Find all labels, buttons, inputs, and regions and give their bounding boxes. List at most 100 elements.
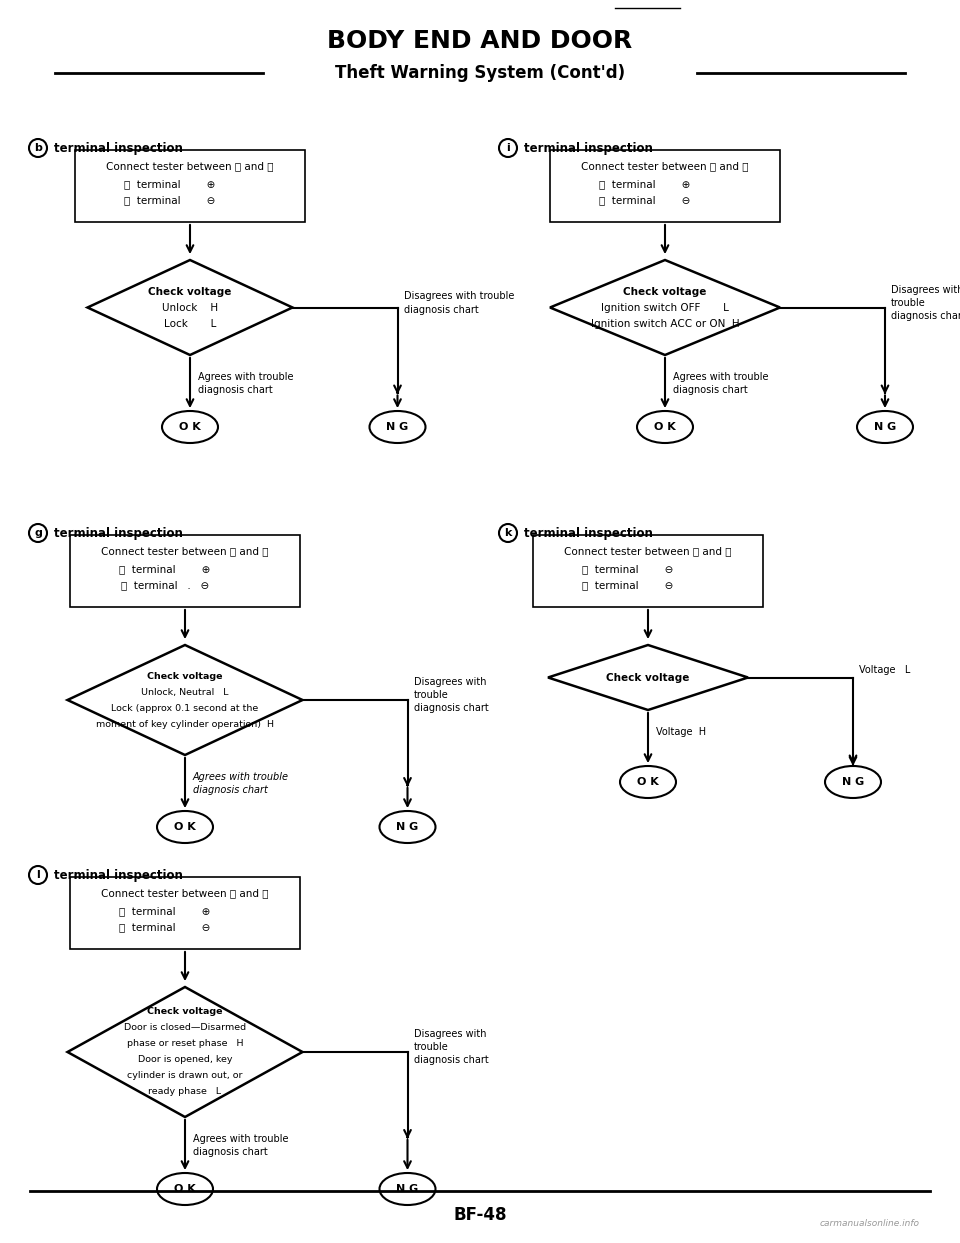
Text: Door is closed—Disarmed: Door is closed—Disarmed [124,1023,246,1033]
Text: k: k [504,528,512,538]
Circle shape [499,525,517,542]
Text: Check voltage: Check voltage [147,1008,223,1017]
Polygon shape [87,260,293,355]
Text: Connect tester between ⓘ and ⓐ: Connect tester between ⓘ and ⓐ [581,162,749,172]
Text: diagnosis chart: diagnosis chart [414,704,489,713]
Text: N G: N G [396,1185,419,1195]
Text: O K: O K [637,777,659,787]
Text: ⓑ  terminal        ⊕: ⓑ terminal ⊕ [124,179,216,189]
Text: Connect tester between ⓑ and ⓐ: Connect tester between ⓑ and ⓐ [107,162,274,172]
Text: Check voltage: Check voltage [147,671,223,680]
Polygon shape [548,645,748,710]
Text: O K: O K [174,1185,196,1195]
Text: terminal inspection: terminal inspection [54,869,182,881]
Text: phase or reset phase   H: phase or reset phase H [127,1039,243,1049]
Ellipse shape [637,411,693,443]
Text: terminal inspection: terminal inspection [524,527,653,539]
Text: Connect tester between ⓖ and ⓐ: Connect tester between ⓖ and ⓐ [101,546,269,556]
Text: diagnosis chart: diagnosis chart [198,385,273,395]
Text: Check voltage: Check voltage [148,286,231,297]
FancyBboxPatch shape [533,534,763,607]
Text: Ignition switch OFF       L: Ignition switch OFF L [601,302,729,312]
Text: ⓚ  terminal        ⊖: ⓚ terminal ⊖ [583,564,674,574]
Text: Unlock    H: Unlock H [162,302,218,312]
Text: ready phase   L: ready phase L [149,1088,222,1096]
FancyBboxPatch shape [70,878,300,948]
Text: b: b [34,143,42,153]
Polygon shape [550,260,780,355]
Circle shape [29,139,47,157]
FancyBboxPatch shape [550,150,780,222]
Text: N G: N G [386,423,409,433]
Circle shape [29,525,47,542]
Text: trouble: trouble [891,297,925,307]
Text: BF-48: BF-48 [453,1206,507,1224]
Text: ⓘ  terminal        ⊕: ⓘ terminal ⊕ [599,179,690,189]
Text: Voltage  H: Voltage H [656,727,707,737]
Ellipse shape [857,411,913,443]
Text: N G: N G [396,822,419,832]
Text: N G: N G [874,423,896,433]
Text: Connect tester between ⓛ and ⓐ: Connect tester between ⓛ and ⓐ [101,888,269,897]
Text: terminal inspection: terminal inspection [524,142,653,154]
FancyBboxPatch shape [75,150,305,222]
Text: Agrees with trouble: Agrees with trouble [193,772,289,782]
Ellipse shape [620,766,676,798]
Text: N G: N G [842,777,864,787]
Text: O K: O K [180,423,201,433]
Ellipse shape [157,810,213,843]
Text: Lock       L: Lock L [164,318,216,328]
Text: cylinder is drawn out, or: cylinder is drawn out, or [128,1071,243,1080]
Circle shape [499,139,517,157]
Text: Theft Warning System (Cont'd): Theft Warning System (Cont'd) [335,63,625,82]
Text: Connect tester between ⓚ and ⓐ: Connect tester between ⓚ and ⓐ [564,546,732,556]
Text: Agrees with trouble: Agrees with trouble [198,372,294,382]
Text: Check voltage: Check voltage [623,286,707,297]
Polygon shape [67,645,302,755]
Text: Disagrees with: Disagrees with [414,1029,486,1039]
Text: Check voltage: Check voltage [607,672,689,682]
Text: Agrees with trouble: Agrees with trouble [193,1134,289,1144]
Text: carmanualsonline.info: carmanualsonline.info [820,1219,920,1228]
Text: ⓐ  terminal        ⊖: ⓐ terminal ⊖ [599,195,690,205]
Text: diagnosis chart: diagnosis chart [414,1055,489,1065]
Text: terminal inspection: terminal inspection [54,527,182,539]
Text: g: g [34,528,42,538]
FancyBboxPatch shape [70,534,300,607]
Text: i: i [506,143,510,153]
Ellipse shape [162,411,218,443]
Text: diagnosis chart: diagnosis chart [193,786,268,796]
Ellipse shape [379,1173,436,1204]
Text: trouble: trouble [414,690,448,700]
Text: Unlock, Neutral   L: Unlock, Neutral L [141,687,228,696]
Text: BODY END AND DOOR: BODY END AND DOOR [327,29,633,53]
Text: Lock (approx 0.1 second at the: Lock (approx 0.1 second at the [111,704,258,712]
Text: ⓐ  terminal   .   ⊖: ⓐ terminal . ⊖ [121,580,209,590]
Text: trouble: trouble [414,1042,448,1052]
Text: terminal inspection: terminal inspection [54,142,182,154]
Text: ⓐ  terminal        ⊖: ⓐ terminal ⊖ [119,922,210,932]
Ellipse shape [157,1173,213,1204]
Text: Disagrees with: Disagrees with [414,677,486,687]
Text: diagnosis chart: diagnosis chart [193,1147,268,1157]
Circle shape [29,866,47,884]
Text: Voltage   L: Voltage L [859,665,910,675]
Ellipse shape [825,766,881,798]
Text: Disagrees with trouble: Disagrees with trouble [403,291,514,301]
Polygon shape [67,987,302,1117]
Text: diagnosis chart: diagnosis chart [891,311,960,321]
Text: Agrees with trouble: Agrees with trouble [673,372,769,382]
Text: ⓖ  terminal        ⊕: ⓖ terminal ⊕ [119,564,210,574]
Text: diagnosis chart: diagnosis chart [403,305,478,314]
Text: O K: O K [654,423,676,433]
Text: diagnosis chart: diagnosis chart [673,385,748,395]
Ellipse shape [379,810,436,843]
Text: Ignition switch ACC or ON  H: Ignition switch ACC or ON H [590,318,739,328]
Text: O K: O K [174,822,196,832]
Ellipse shape [370,411,425,443]
Text: Disagrees with: Disagrees with [891,285,960,295]
Text: ⓐ  terminal        ⊖: ⓐ terminal ⊖ [583,580,674,590]
Text: l: l [36,870,40,880]
Text: moment of key cylinder operation)  H: moment of key cylinder operation) H [96,720,274,728]
Text: ⓐ  terminal        ⊖: ⓐ terminal ⊖ [124,195,216,205]
